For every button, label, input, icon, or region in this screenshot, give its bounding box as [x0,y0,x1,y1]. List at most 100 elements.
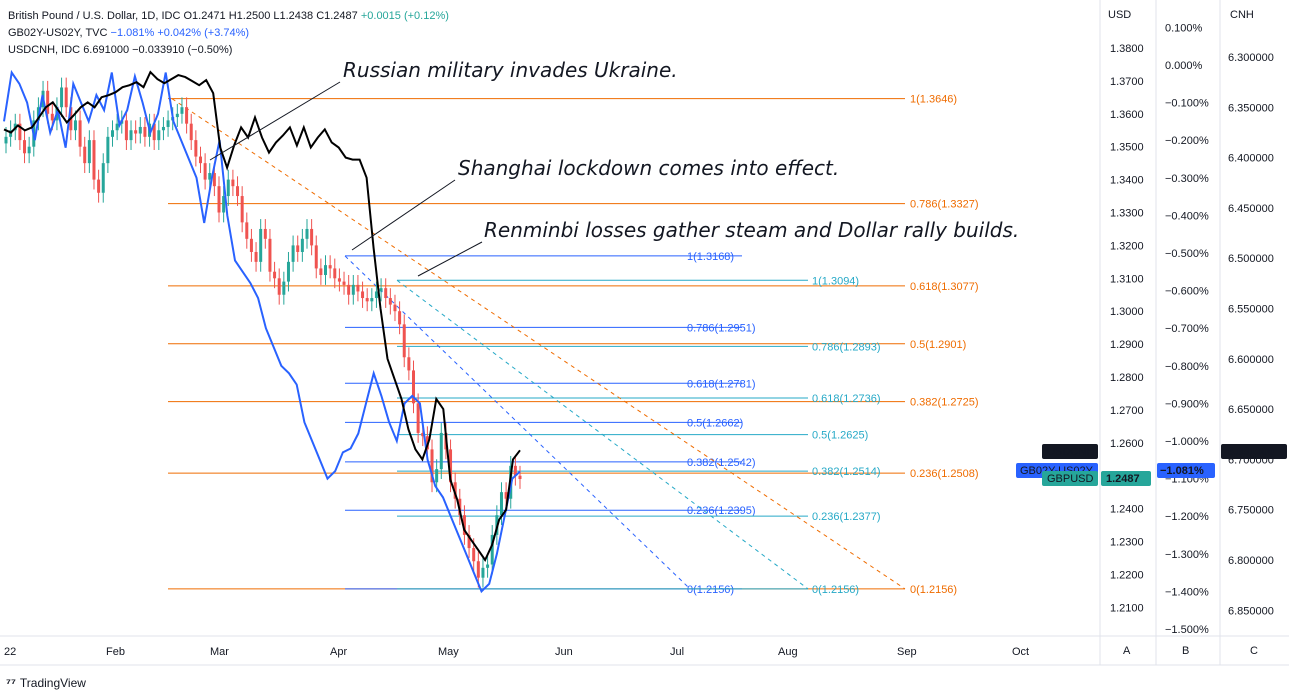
annotation-arrow [351,179,456,251]
fib-level-label: 0.786(1.2893) [812,341,881,353]
usdcnh-label-tag [1042,444,1098,459]
cnh-tick-label: 6.650000 [1228,404,1274,416]
candle-body [115,123,119,131]
spread-tick-label: −0.300% [1165,173,1209,185]
candle-body [18,123,22,141]
usd-tick-label: 1.3700 [1110,76,1144,88]
annotation-text: Russian military invades Ukraine. [343,58,678,82]
candle-body [9,130,13,137]
cnh-tick-label: 6.300000 [1228,52,1274,64]
candle-body [161,126,165,131]
candle-body [314,245,318,269]
candle-body [439,432,443,470]
x-tick-label: Aug [778,646,798,658]
usd-axis-header: USD [1108,9,1131,21]
axis-c-button: C [1250,645,1258,657]
candle-body [198,156,202,164]
candle-body [101,163,105,193]
candle-body [296,245,300,252]
candle-body [490,534,494,565]
legend-gbpusd[interactable]: British Pound / U.S. Dollar, 1D, IDC O1.… [8,8,449,25]
tradingview-brand-text: TradingView [19,676,86,690]
candle-body [259,228,263,262]
candle-body [268,238,272,272]
cnh-tick-label: 6.450000 [1228,203,1274,215]
usdcnh-line [3,70,521,563]
candle-body [365,298,369,302]
candle-body [23,140,27,154]
fib-level-label: 0.236(1.2395) [687,505,756,517]
fib-level-label: 0.5(1.2625) [812,430,868,442]
candle-body [87,140,91,164]
usd-tick-label: 1.3500 [1110,142,1144,154]
usd-tick-label: 1.2800 [1110,372,1144,384]
spread-tick-label: −1.500% [1165,624,1209,636]
x-tick-label: Mar [210,646,229,658]
legend-spread-name: GB02Y-US02Y, TVC [8,27,108,39]
candle-body [73,120,77,131]
candle-body [236,186,240,197]
x-tick-label: Jun [555,646,573,658]
candle-body [310,228,314,246]
x-tick-label: Sep [897,646,917,658]
candle-body [282,281,286,295]
candle-body [472,548,476,562]
legend-spread[interactable]: GB02Y-US02Y, TVC −1.081% +0.042% (+3.74%… [8,25,449,42]
candle-body [402,324,406,358]
spread-price-tag [1157,463,1215,478]
candle-body [64,87,68,108]
fib-level-label: 0.5(1.2662) [687,417,743,429]
candle-body [374,291,378,299]
usd-tick-label: 1.2400 [1110,504,1144,516]
fib-level-label: 0.5(1.2901) [910,339,966,351]
fib-level-label: 1(1.3094) [812,275,859,287]
candle-body [342,281,346,285]
usd-tick-label: 1.3200 [1110,240,1144,252]
candle-body [449,449,453,483]
axis-a-button: A [1123,645,1131,657]
candle-body [384,288,388,299]
candle-body [106,136,110,164]
candle-body [157,130,161,141]
x-tick-label: Oct [1012,646,1029,658]
candle-body [97,179,101,193]
legend-gbpusd-ohlc: O1.2471 H1.2500 L1.2438 C1.2487 [183,10,358,22]
candle-body [407,357,411,371]
legend-usdcnh-name: USDCNH, IDC [8,44,81,56]
candle-body [351,284,355,295]
candle-body [83,146,87,164]
usd-tick-label: 1.2600 [1110,438,1144,450]
spread-tick-label: −1.000% [1165,436,1209,448]
candle-body [476,561,480,578]
spread-tick-label: −1.300% [1165,549,1209,561]
spread-tick-label: −0.400% [1165,210,1209,222]
fib-level-label: 1(1.3646) [910,94,957,106]
spread-tick-label: −0.700% [1165,323,1209,335]
candle-body [263,228,267,239]
candle-body [435,469,439,483]
tradingview-brand[interactable]: ⁷⁷ TradingView [6,676,86,690]
usd-tick-label: 1.3100 [1110,273,1144,285]
candle-body [152,123,156,141]
usdcnh-label-text: USDCNH [1047,446,1094,458]
candle-body [46,90,50,114]
fib-level-label: 0(1.2156) [910,584,957,596]
candle-body [180,107,184,114]
cnh-tick-label: 6.800000 [1228,555,1274,567]
fib-trend-line [171,98,906,590]
cnh-tick-label: 6.600000 [1228,354,1274,366]
candle-body [430,449,434,483]
annotation-text: Renminbi losses gather steam and Dollar … [484,218,1019,242]
candle-body [175,113,179,118]
candle-body [245,222,249,239]
candle-body [416,403,420,433]
candle-body [393,304,397,312]
candle-body [379,288,383,292]
cnh-tick-label: 6.500000 [1228,253,1274,265]
cnh-tick-label: 6.750000 [1228,505,1274,517]
fib-level-label: 0.382(1.2514) [812,466,881,478]
usd-tick-label: 1.2900 [1110,339,1144,351]
legend-usdcnh[interactable]: USDCNH, IDC 6.691000 −0.033910 (−0.50%) [8,42,449,59]
usd-tick-label: 1.3400 [1110,175,1144,187]
